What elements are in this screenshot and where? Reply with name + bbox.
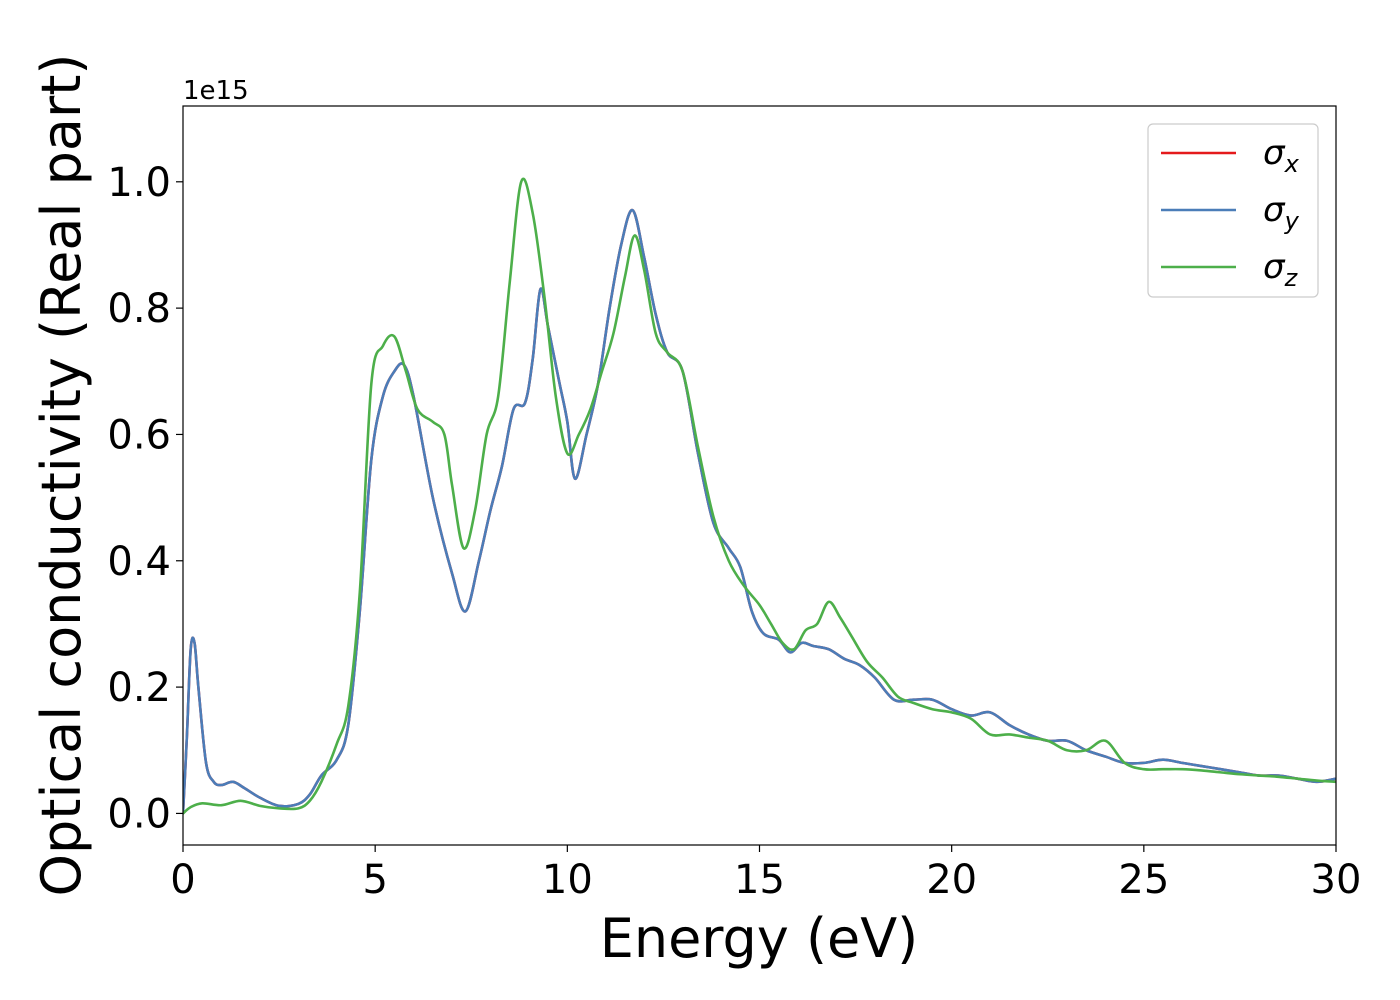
- x-axis-label: Energy (eV): [600, 907, 919, 970]
- legend-label-sigma-y: σy: [1263, 190, 1300, 235]
- legend-label-sigma-x: σx: [1263, 133, 1300, 178]
- legend-symbol: σ: [1263, 190, 1286, 230]
- y-offset-text: 1e15: [183, 76, 249, 106]
- series-line-sigma-y: [183, 208, 1336, 815]
- legend-symbol: σ: [1263, 133, 1286, 173]
- legend-subscript: y: [1284, 207, 1300, 235]
- x-tick-label: 15: [734, 857, 785, 903]
- x-tick-label: 0: [170, 857, 195, 903]
- legend-label-sigma-z: σz: [1263, 247, 1299, 292]
- x-tick-label: 10: [542, 857, 593, 903]
- y-axis-ticks: 0.0 0.2 0.4 0.6 0.8 1.0: [107, 160, 183, 837]
- x-tick-label: 20: [926, 857, 977, 903]
- legend-subscript: x: [1284, 150, 1300, 178]
- x-axis-ticks: 0 5 10 15 20 25 30: [170, 845, 1361, 903]
- legend-symbol: σ: [1263, 247, 1286, 287]
- y-tick-label: 0.4: [107, 539, 171, 585]
- series-line-sigma-z: [183, 177, 1336, 815]
- y-tick-label: 0.6: [107, 412, 171, 458]
- series-layer: [183, 177, 1336, 815]
- y-tick-label: 0.0: [107, 791, 171, 837]
- x-tick-label: 30: [1311, 857, 1362, 903]
- y-tick-label: 0.2: [107, 665, 171, 711]
- y-tick-label: 1.0: [107, 160, 171, 206]
- y-tick-label: 0.8: [107, 286, 171, 332]
- x-tick-label: 5: [362, 857, 387, 903]
- y-axis-label: Optical conductivity (Real part): [30, 54, 93, 897]
- legend-subscript: z: [1284, 264, 1299, 292]
- x-tick-label: 25: [1118, 857, 1169, 903]
